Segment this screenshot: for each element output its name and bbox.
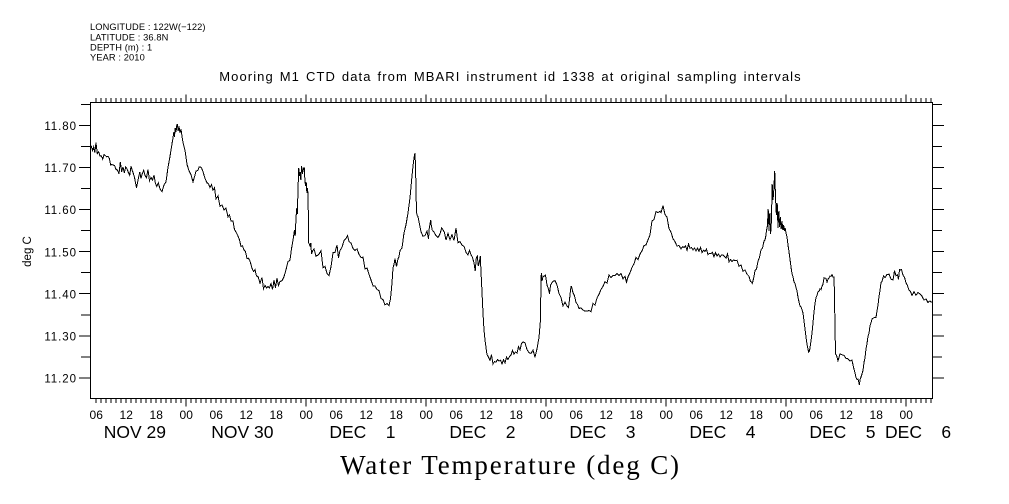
svg-text:18: 18 xyxy=(510,408,524,422)
svg-text:DEC 3: DEC 3 xyxy=(569,422,635,442)
svg-text:00: 00 xyxy=(900,408,914,422)
svg-text:18: 18 xyxy=(750,408,764,422)
svg-text:12: 12 xyxy=(360,408,374,422)
svg-text:12: 12 xyxy=(600,408,614,422)
svg-text:18: 18 xyxy=(390,408,404,422)
svg-text:11.50: 11.50 xyxy=(44,247,77,259)
svg-text:18: 18 xyxy=(150,408,164,422)
svg-text:11.70: 11.70 xyxy=(44,163,77,175)
svg-text:DEC 1: DEC 1 xyxy=(329,422,395,442)
svg-text:06: 06 xyxy=(330,408,344,422)
svg-text:Water Temperature (deg C): Water Temperature (deg C) xyxy=(340,450,681,480)
svg-text:YEAR : 2010: YEAR : 2010 xyxy=(90,53,145,63)
svg-text:DEPTH (m) : 1: DEPTH (m) : 1 xyxy=(90,42,152,52)
svg-text:LATITUDE : 36.8N: LATITUDE : 36.8N xyxy=(90,32,168,42)
svg-text:18: 18 xyxy=(270,408,284,422)
svg-text:06: 06 xyxy=(570,408,584,422)
svg-text:11.30: 11.30 xyxy=(44,332,77,344)
svg-text:18: 18 xyxy=(870,408,884,422)
svg-text:06: 06 xyxy=(90,408,104,422)
svg-text:00: 00 xyxy=(540,408,554,422)
svg-text:11.20: 11.20 xyxy=(44,374,77,386)
svg-text:06: 06 xyxy=(690,408,704,422)
svg-text:00: 00 xyxy=(660,408,674,422)
svg-text:06: 06 xyxy=(450,408,464,422)
svg-text:NOV 29: NOV 29 xyxy=(104,422,166,442)
svg-text:12: 12 xyxy=(840,408,854,422)
svg-text:11.60: 11.60 xyxy=(44,205,77,217)
svg-text:DEC 2: DEC 2 xyxy=(449,422,515,442)
svg-text:00: 00 xyxy=(420,408,434,422)
svg-text:Mooring M1 CTD data from MBARI: Mooring M1 CTD data from MBARI instrumen… xyxy=(219,69,801,84)
svg-text:00: 00 xyxy=(300,408,314,422)
svg-text:deg C: deg C xyxy=(22,236,34,267)
svg-text:18: 18 xyxy=(630,408,644,422)
svg-text:DEC 6: DEC 6 xyxy=(885,422,951,442)
svg-text:00: 00 xyxy=(180,408,194,422)
svg-text:DEC 4: DEC 4 xyxy=(689,422,755,442)
svg-text:11.40: 11.40 xyxy=(44,289,77,301)
svg-text:12: 12 xyxy=(480,408,494,422)
svg-text:00: 00 xyxy=(780,408,794,422)
svg-text:06: 06 xyxy=(810,408,824,422)
svg-text:LONGITUDE : 122W(−122): LONGITUDE : 122W(−122) xyxy=(90,22,206,32)
svg-text:06: 06 xyxy=(210,408,224,422)
svg-text:DEC 5: DEC 5 xyxy=(809,422,875,442)
svg-text:11.80: 11.80 xyxy=(44,121,77,133)
svg-text:12: 12 xyxy=(720,408,734,422)
svg-text:12: 12 xyxy=(240,408,254,422)
svg-text:NOV 30: NOV 30 xyxy=(211,422,274,442)
svg-text:12: 12 xyxy=(120,408,134,422)
